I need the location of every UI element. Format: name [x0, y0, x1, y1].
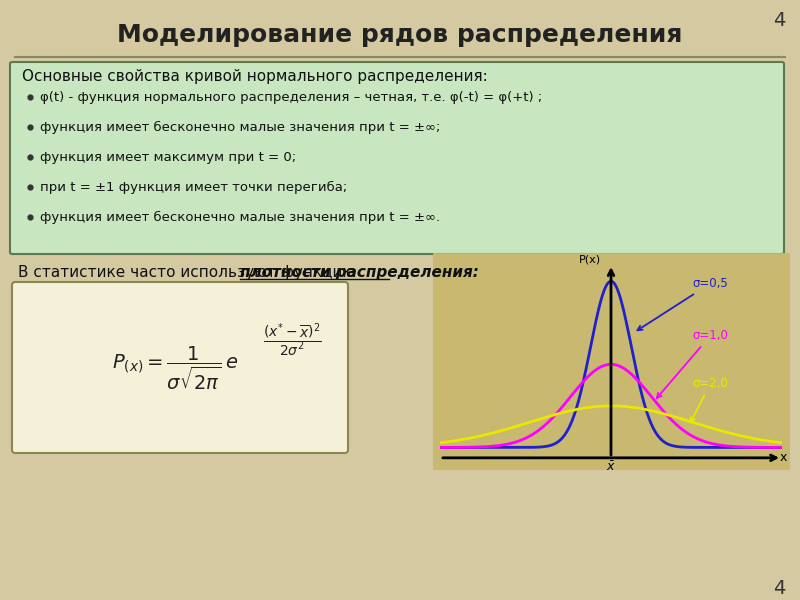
Text: плотности распределения:: плотности распределения:: [240, 265, 479, 280]
Text: $\dfrac{(x^{*}-\overline{x})^2}{2\sigma^2}$: $\dfrac{(x^{*}-\overline{x})^2}{2\sigma^…: [262, 321, 322, 359]
Text: функция имеет бесконечно малые значения при t = ±∞.: функция имеет бесконечно малые значения …: [40, 211, 440, 224]
Text: 4: 4: [773, 578, 785, 598]
FancyBboxPatch shape: [434, 254, 788, 468]
Text: φ(t) - функция нормального распределения – четная, т.е. φ(-t) = φ(+t) ;: φ(t) - функция нормального распределения…: [40, 91, 542, 103]
Text: функция имеет максимум при t = 0;: функция имеет максимум при t = 0;: [40, 151, 296, 163]
Text: P(x): P(x): [578, 254, 601, 264]
Text: σ=0,5: σ=0,5: [638, 277, 728, 330]
Text: x: x: [780, 451, 787, 464]
Text: Моделирование рядов распределения: Моделирование рядов распределения: [118, 23, 682, 47]
Text: функция имеет бесконечно малые значения при t = ±∞;: функция имеет бесконечно малые значения …: [40, 121, 440, 134]
Text: при t = ±1 функция имеет точки перегиба;: при t = ±1 функция имеет точки перегиба;: [40, 181, 347, 194]
Text: В статистике часто используют функцию: В статистике часто используют функцию: [18, 265, 360, 280]
FancyBboxPatch shape: [10, 62, 784, 254]
Text: $P_{(x)} = \dfrac{1}{\sigma\sqrt{2\pi}}\,e$: $P_{(x)} = \dfrac{1}{\sigma\sqrt{2\pi}}\…: [112, 344, 238, 392]
Text: $\bar{x}$: $\bar{x}$: [606, 461, 616, 475]
Text: 4: 4: [773, 10, 785, 29]
FancyBboxPatch shape: [12, 282, 348, 453]
Text: σ=2,0: σ=2,0: [690, 377, 728, 422]
Text: σ=1,0: σ=1,0: [657, 329, 728, 398]
Text: Основные свойства кривой нормального распределения:: Основные свойства кривой нормального рас…: [22, 68, 488, 83]
